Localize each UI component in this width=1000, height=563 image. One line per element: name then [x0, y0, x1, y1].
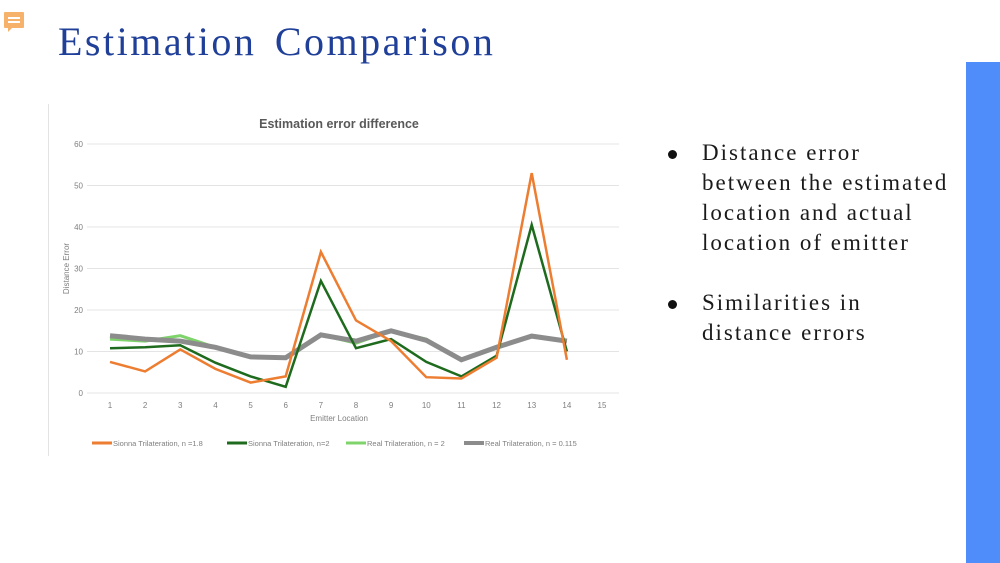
- legend-label: Real Trilateration, n = 2: [367, 439, 445, 448]
- bullet-item: Similarities in distance errors: [668, 288, 958, 348]
- x-tick-label: 10: [422, 401, 431, 410]
- x-tick-label: 15: [598, 401, 607, 410]
- speech-bubble-icon: [4, 12, 24, 32]
- y-tick-label: 40: [74, 223, 83, 232]
- x-tick-label: 1: [108, 401, 113, 410]
- x-tick-label: 8: [354, 401, 359, 410]
- x-tick-label: 2: [143, 401, 148, 410]
- slide-title: Estimation Comparison: [58, 19, 496, 64]
- y-tick-label: 10: [74, 348, 83, 357]
- x-tick-label: 9: [389, 401, 394, 410]
- x-tick-label: 13: [527, 401, 536, 410]
- line-chart: Estimation error difference 0 10 20 30 40 50 60…: [62, 117, 619, 448]
- x-tick-label: 5: [248, 401, 253, 410]
- y-axis-label: Distance Error: [62, 243, 71, 294]
- y-tick-label: 50: [74, 182, 83, 191]
- y-tick-label: 0: [79, 389, 84, 398]
- bullet-text: Distance error between the estimated loc…: [702, 140, 949, 255]
- legend-label: Sionna Trilateration, n=2: [248, 439, 330, 448]
- x-tick-label: 7: [319, 401, 324, 410]
- x-axis-label: Emitter Location: [310, 414, 368, 423]
- series-line: [109, 220, 569, 389]
- legend-label: Sionna Trilateration, n =1.8: [113, 439, 203, 448]
- bullet-dot-icon: [668, 150, 677, 159]
- x-tick-label: 14: [562, 401, 571, 410]
- bullet-text: Similarities in distance errors: [702, 290, 867, 345]
- y-tick-label: 30: [74, 265, 83, 274]
- y-tick-label: 60: [74, 140, 83, 149]
- x-tick-label: 6: [283, 401, 288, 410]
- series-line: [109, 172, 569, 384]
- series-line: [109, 328, 568, 363]
- bullet-item: Distance error between the estimated loc…: [668, 138, 958, 258]
- accent-bar: [966, 62, 1000, 563]
- chart-title: Estimation error difference: [259, 117, 419, 131]
- x-tick-label: 11: [457, 401, 466, 410]
- x-tick-label: 4: [213, 401, 218, 410]
- comment-icon[interactable]: [3, 11, 25, 33]
- legend-label: Real Trilateration, n = 0.115: [485, 439, 577, 448]
- bullet-dot-icon: [668, 300, 677, 309]
- chart: Estimation error difference 0 10 20 30 40 50 60…: [48, 104, 623, 456]
- x-tick-label: 12: [492, 401, 501, 410]
- bullet-list: Distance error between the estimated loc…: [668, 138, 958, 378]
- y-tick-label: 20: [74, 306, 83, 315]
- x-tick-label: 3: [178, 401, 183, 410]
